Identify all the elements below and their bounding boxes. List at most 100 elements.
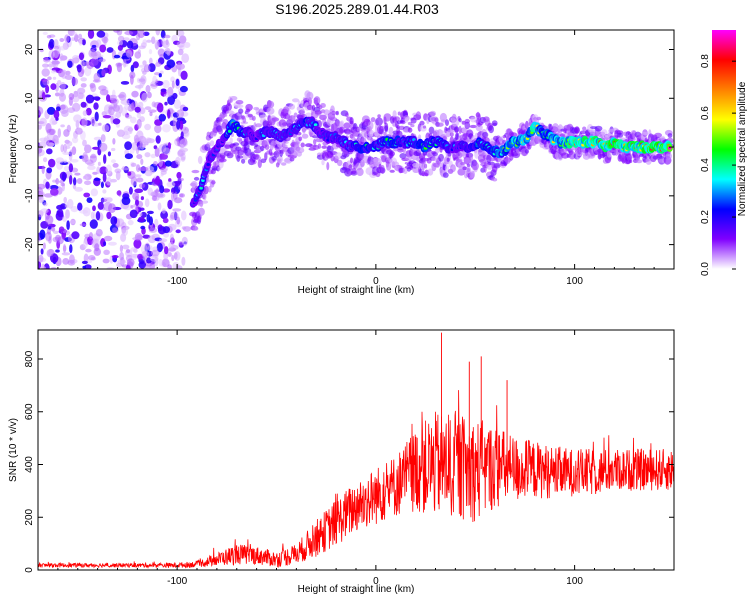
spectrogram-halo-cell bbox=[349, 117, 354, 125]
spectrogram-noise-cell bbox=[156, 242, 163, 253]
spectrogram-halo-cell bbox=[346, 130, 350, 134]
spectrogram-halo-cell bbox=[574, 126, 580, 134]
spectrogram-halo-cell bbox=[336, 159, 343, 167]
spectrogram-halo-cell bbox=[429, 110, 437, 117]
snr-ytick-label: 0 bbox=[24, 567, 35, 573]
spectrogram-halo-cell bbox=[446, 157, 450, 162]
spectrogram-noise-cell bbox=[92, 96, 101, 101]
spectrogram-halo-cell bbox=[383, 131, 387, 137]
spectrogram-noise-cell bbox=[91, 44, 97, 48]
spectrogram-noise-cell bbox=[130, 101, 136, 111]
spectrogram-noise-cell bbox=[175, 156, 181, 165]
spectrogram-marks bbox=[38, 30, 674, 269]
spectrogram-halo-cell bbox=[445, 119, 449, 126]
spectrogram-halo-cell bbox=[203, 185, 209, 195]
colorbar-tick-label: 0.4 bbox=[700, 158, 711, 172]
spectrogram-noise-cell bbox=[147, 91, 152, 99]
spectrogram-noise-cell bbox=[55, 178, 59, 185]
spectrogram-noise-cell bbox=[116, 129, 125, 137]
spectrogram-noise-cell bbox=[132, 61, 139, 69]
spectrogram-halo-cell bbox=[264, 144, 270, 151]
spectrogram-halo-cell bbox=[281, 162, 287, 166]
spectrogram-noise-cell bbox=[101, 69, 106, 77]
spectrogram-halo-cell bbox=[418, 134, 422, 140]
spectrogram-noise-cell bbox=[108, 106, 115, 116]
spectrogram-noise-cell bbox=[180, 131, 184, 139]
spectrogram-noise-cell bbox=[121, 196, 131, 206]
spectrogram-noise-cell bbox=[103, 249, 110, 255]
spectrogram-noise-cell bbox=[144, 264, 151, 269]
spectrogram-halo-cell bbox=[222, 119, 229, 124]
spectrogram-noise-cell bbox=[101, 198, 107, 203]
spectrogram-noise-cell bbox=[110, 178, 117, 183]
spectrogram-noise-cell bbox=[74, 187, 83, 192]
spectrogram-halo-cell bbox=[493, 162, 501, 169]
spectrogram-noise-cell bbox=[112, 227, 118, 233]
spectrogram-halo-cell bbox=[224, 144, 231, 150]
spectrogram-noise-cell bbox=[61, 252, 71, 256]
spectrogram-ytick-label: -10 bbox=[24, 188, 35, 203]
spectrogram-noise-cell bbox=[63, 196, 67, 204]
spectrogram-noise-cell bbox=[176, 216, 181, 225]
spectrogram-noise-cell bbox=[176, 41, 185, 48]
spectrogram-noise-cell bbox=[66, 141, 73, 147]
spectrogram-noise-cell bbox=[153, 161, 158, 166]
spectrogram-halo-cell bbox=[479, 159, 487, 164]
spectrogram-halo-cell bbox=[223, 113, 228, 117]
snr-series-line bbox=[38, 390, 674, 569]
spectrogram-noise-cell bbox=[51, 60, 61, 65]
spectrogram-noise-cell bbox=[130, 247, 138, 252]
spectrogram-noise-cell bbox=[108, 241, 117, 246]
spectrogram-noise-cell bbox=[85, 248, 92, 253]
spectrogram-halo-cell bbox=[334, 121, 340, 130]
snr-ytick-label: 400 bbox=[24, 456, 35, 473]
spectrogram-noise-cell bbox=[144, 152, 151, 158]
spectrogram-noise-cell bbox=[142, 60, 147, 66]
spectrogram-halo-cell bbox=[415, 111, 421, 120]
spectrogram-halo-cell bbox=[321, 145, 328, 149]
spectrogram-noise-cell bbox=[112, 138, 116, 145]
spectrogram-noise-cell bbox=[106, 94, 111, 102]
spectrogram-noise-cell bbox=[90, 211, 95, 220]
spectrogram-halo-cell bbox=[351, 167, 357, 175]
spectrogram-noise-cell bbox=[69, 149, 73, 157]
spectrogram-noise-cell bbox=[148, 227, 158, 233]
spectrogram-noise-cell bbox=[148, 57, 153, 65]
spectrogram-noise-cell bbox=[66, 220, 70, 231]
spectrogram-noise-cell bbox=[117, 44, 123, 51]
spectrogram-halo-cell bbox=[388, 126, 394, 136]
spectrogram-noise-cell bbox=[158, 73, 162, 78]
spectrogram-noise-cell bbox=[83, 192, 91, 198]
spectrogram-noise-cell bbox=[156, 102, 164, 113]
spectrogram-halo-cell bbox=[232, 142, 240, 147]
spectrogram-noise-cell bbox=[176, 171, 182, 179]
spectrogram-noise-cell bbox=[138, 216, 145, 222]
spectrogram-halo-cell bbox=[393, 147, 399, 152]
spectrogram-halo-cell bbox=[301, 133, 309, 139]
spectrogram-noise-cell bbox=[134, 106, 141, 113]
spectrogram-halo-cell bbox=[312, 144, 320, 150]
spectrogram-noise-cell bbox=[176, 109, 185, 118]
spectrogram-halo-cell bbox=[552, 123, 559, 130]
spectrogram-noise-cell bbox=[144, 106, 152, 111]
spectrogram-halo-cell bbox=[469, 124, 477, 129]
spectrogram-noise-cell bbox=[97, 201, 104, 210]
spectrogram-noise-cell bbox=[154, 256, 159, 267]
spectrogram-noise-cell bbox=[41, 68, 50, 77]
colorbar-tick-label: 0.2 bbox=[700, 210, 711, 224]
spectrogram-halo-cell bbox=[641, 131, 649, 136]
spectrogram-noise-cell bbox=[38, 147, 43, 154]
spectrogram-noise-cell bbox=[172, 208, 182, 212]
spectrogram-halo-cell bbox=[524, 149, 530, 154]
spectrogram-noise-cell bbox=[71, 37, 75, 41]
spectrogram-halo-cell bbox=[468, 155, 473, 161]
spectrogram-noise-cell bbox=[103, 154, 107, 164]
spectrogram-noise-cell bbox=[140, 196, 144, 201]
spectrogram-noise-cell bbox=[56, 106, 61, 112]
spectrogram-halo-cell bbox=[434, 117, 439, 123]
spectrogram-noise-cell bbox=[161, 208, 166, 214]
spectrogram-noise-cell bbox=[53, 45, 60, 50]
spectrogram-halo-cell bbox=[492, 177, 498, 182]
